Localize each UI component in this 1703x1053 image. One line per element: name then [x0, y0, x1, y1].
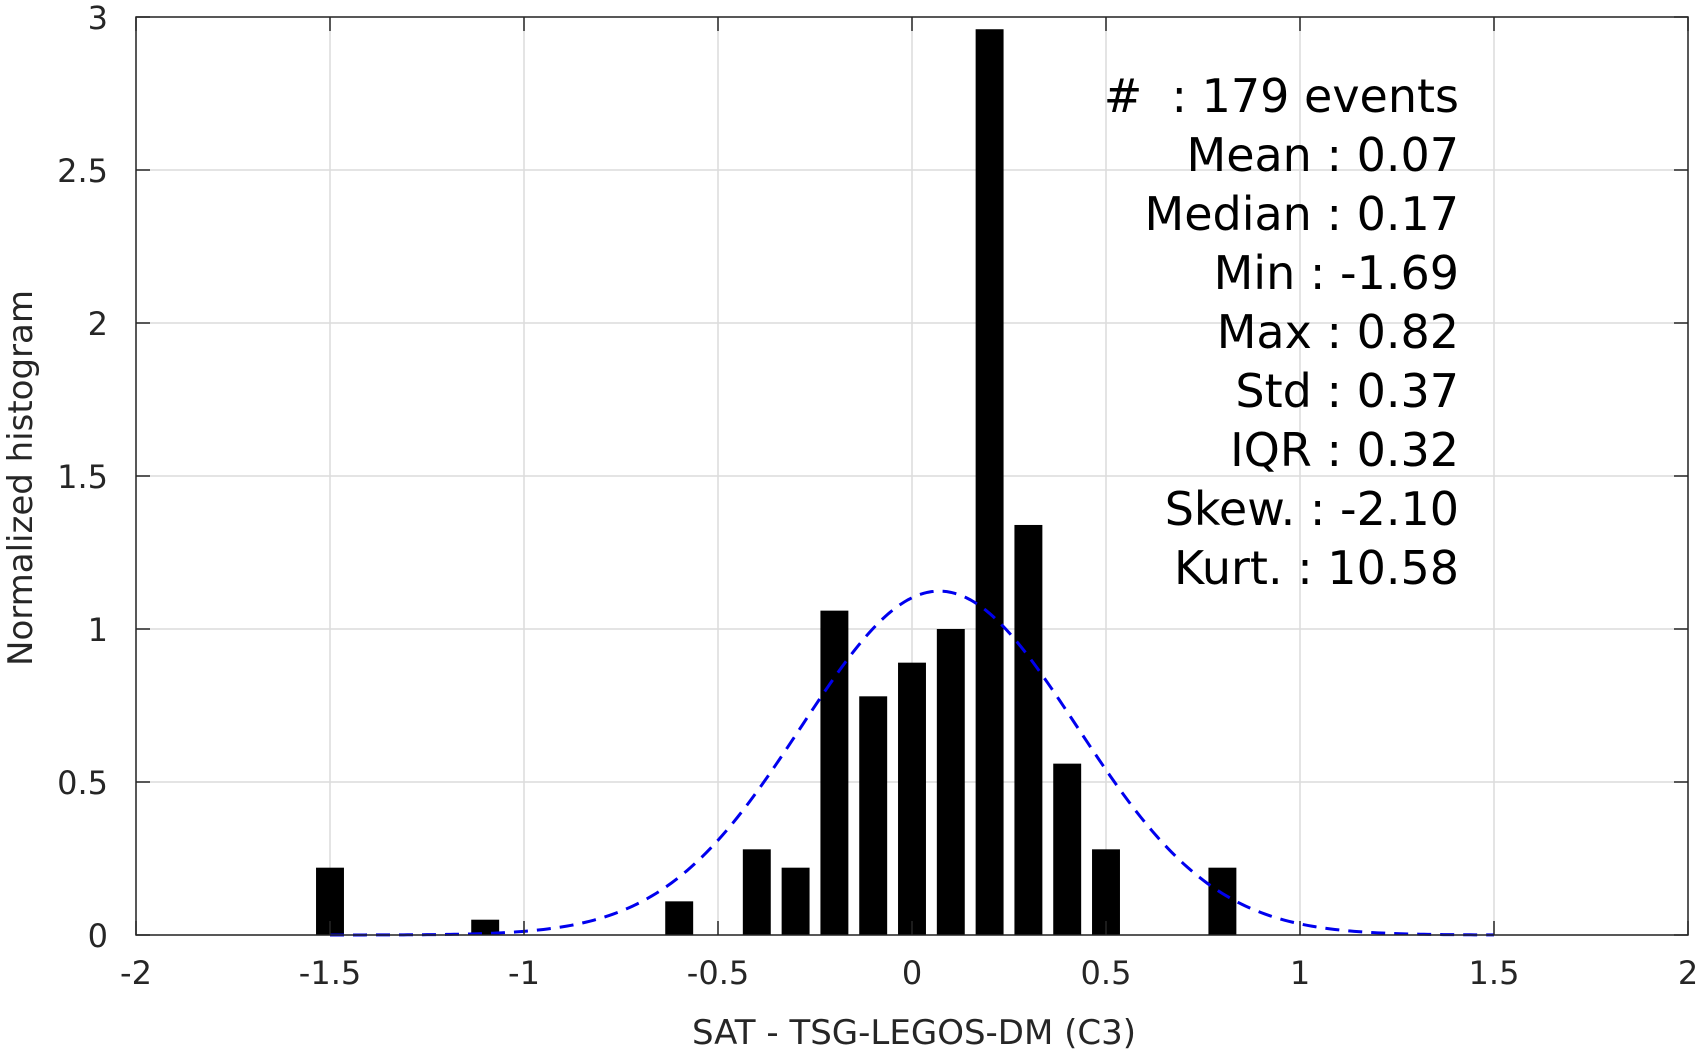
stats-line: Max : 0.82	[1217, 305, 1459, 359]
stats-line: IQR : 0.32	[1230, 423, 1459, 477]
stats-line: Std : 0.37	[1235, 364, 1459, 418]
y-tick-label: 1	[88, 611, 108, 649]
histogram-bar	[471, 919, 500, 935]
stats-line: Median : 0.17	[1145, 187, 1459, 241]
x-tick-label: 0	[902, 954, 922, 992]
histogram-bar	[975, 29, 1004, 936]
x-axis-label: SAT - TSG-LEGOS-DM (C3)	[692, 1013, 1136, 1053]
y-tick-label: 2.5	[57, 152, 108, 190]
y-tick-label: 0.5	[57, 764, 108, 802]
histogram-bar	[1208, 867, 1237, 935]
y-tick-label: 0	[88, 917, 108, 955]
histogram-bar	[820, 610, 849, 935]
x-tick-label: -0.5	[687, 954, 749, 992]
axis-ticks	[135, 16, 1689, 936]
histogram-bar	[742, 849, 771, 935]
x-tick-label: 0.5	[1081, 954, 1132, 992]
histogram-bar	[1014, 524, 1043, 935]
x-tick-label: -1.5	[299, 954, 361, 992]
x-tick-label: 1.5	[1469, 954, 1520, 992]
histogram-bar	[1092, 849, 1120, 935]
stats-line: Kurt. : 10.58	[1174, 541, 1459, 595]
y-tick-label: 3	[88, 0, 108, 37]
x-tick-label: -2	[120, 954, 152, 992]
stats-line: Skew. : -2.10	[1165, 482, 1459, 536]
y-axis-label: Normalized histogram	[1, 290, 41, 666]
x-tick-label: -1	[508, 954, 540, 992]
stats-line: # : 179 events	[1104, 69, 1459, 123]
histogram-bar	[936, 629, 965, 935]
histogram-bar	[898, 662, 926, 935]
histogram-bar	[665, 901, 694, 935]
stats-line: Min : -1.69	[1214, 246, 1459, 300]
y-tick-label: 1.5	[57, 458, 108, 496]
histogram-bar	[1053, 763, 1082, 935]
y-tick-label: 2	[88, 305, 108, 343]
x-tick-label: 1	[1290, 954, 1310, 992]
histogram-bar	[781, 867, 810, 935]
histogram-bars	[316, 29, 1237, 936]
x-tick-label: 2	[1678, 954, 1698, 992]
x-tick-labels: -2 -1.5 -1 -0.5 0 0.5 1 1.5 2	[120, 954, 1698, 992]
stats-line: Mean : 0.07	[1187, 128, 1460, 182]
histogram-bar	[859, 696, 888, 935]
y-tick-labels: 0 0.5 1 1.5 2 2.5 3	[57, 0, 108, 955]
